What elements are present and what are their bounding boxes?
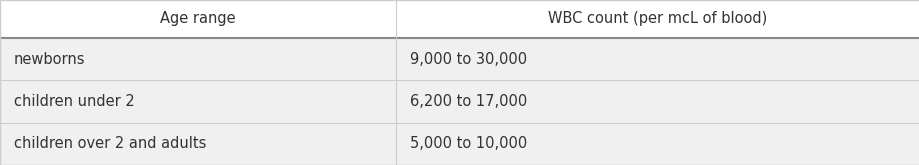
Text: 9,000 to 30,000: 9,000 to 30,000 [409, 52, 527, 67]
Text: children under 2: children under 2 [14, 94, 134, 109]
Text: 6,200 to 17,000: 6,200 to 17,000 [409, 94, 527, 109]
Text: newborns: newborns [14, 52, 85, 67]
Bar [0, 0, 919, 38]
Bar [0, 80, 919, 123]
Text: children over 2 and adults: children over 2 and adults [14, 136, 206, 151]
Bar [0, 38, 919, 80]
Bar [0, 123, 919, 165]
Text: WBC count (per mcL of blood): WBC count (per mcL of blood) [548, 12, 766, 27]
Text: Age range: Age range [160, 12, 235, 27]
Text: 5,000 to 10,000: 5,000 to 10,000 [409, 136, 527, 151]
